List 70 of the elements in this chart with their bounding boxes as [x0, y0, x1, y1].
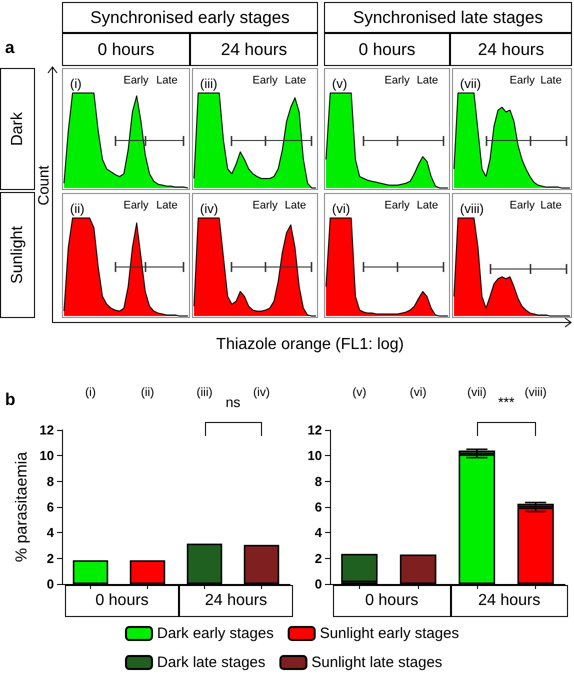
bar: [341, 554, 378, 582]
y-axis-title: % parasitaemia: [14, 452, 30, 562]
legend-label: Dark late stages: [157, 654, 266, 671]
text: Early: [252, 200, 278, 212]
text: Late: [540, 200, 562, 212]
text: 0 hours: [333, 585, 450, 617]
x-tick-label: (vi): [410, 385, 426, 399]
text: Thiazole orange (FL1: log): [216, 336, 404, 354]
y-tick-label: 4: [314, 525, 323, 540]
y-tick-label: 8: [46, 474, 54, 489]
x-tick-label: (iv): [253, 385, 270, 399]
legend-label: Sunlight early stages: [320, 625, 459, 642]
text: Count: [36, 164, 52, 206]
text: 24 hours: [478, 40, 544, 60]
chart-title: (vii): [460, 76, 481, 91]
y-tick-label: 10: [308, 448, 322, 464]
text: Late: [156, 74, 178, 86]
text: Late: [284, 200, 306, 212]
legend-label: Sunlight late stages: [311, 654, 442, 671]
y-tick-label: 0: [46, 576, 54, 592]
text: 0 hours: [98, 40, 154, 60]
text: Early: [123, 200, 150, 212]
text: Late: [416, 200, 438, 212]
text: Early: [384, 200, 410, 212]
text: Early: [252, 74, 278, 86]
text: Late: [284, 74, 306, 86]
chart-title: (iii): [200, 76, 218, 91]
text: Late: [156, 200, 178, 212]
y-tick-label: 2: [46, 550, 54, 566]
y-tick-label: 10: [40, 448, 54, 464]
text: a: [5, 38, 14, 58]
y-tick-label: 6: [46, 500, 54, 514]
chart-title: b: [5, 390, 16, 410]
text: 24 hours: [179, 585, 293, 617]
y-tick-label: 2: [314, 550, 322, 566]
text: Synchronised early stages: [90, 8, 290, 28]
y-tick-label: 6: [314, 500, 322, 514]
text: Sunlight: [8, 226, 26, 284]
text: Dark: [8, 112, 26, 146]
x-tick-label: (iii): [196, 385, 212, 399]
text: 24 hours: [450, 585, 568, 617]
text: Early: [510, 200, 536, 212]
text: Late: [540, 74, 562, 86]
chart-title: (viii): [460, 201, 484, 216]
x-tick-label: (viii): [524, 385, 547, 399]
y-tick-label: 0: [314, 576, 322, 592]
text: ***: [498, 394, 514, 410]
text: 24 hours: [220, 40, 288, 60]
legend-label: Dark early stages: [157, 625, 274, 642]
x-tick-label: (i): [85, 385, 96, 399]
y-tick-label: 8: [314, 474, 322, 489]
chart-title: (ii): [70, 201, 84, 216]
text: 0 hours: [65, 585, 179, 617]
text: ns: [226, 394, 240, 410]
y-tick-label: 4: [46, 525, 55, 540]
chart-title: (vi): [332, 201, 350, 216]
chart-title: (v): [332, 76, 348, 91]
text: Early: [384, 74, 410, 86]
text: Early: [123, 74, 150, 86]
chart-title: (i): [70, 76, 82, 91]
x-tick-label: (vii): [467, 385, 487, 399]
y-tick-label: 12: [308, 422, 322, 438]
text: Synchronised late stages: [353, 8, 543, 28]
x-tick-label: (v): [352, 385, 366, 399]
x-tick-label: (ii): [140, 385, 154, 399]
text: Late: [416, 74, 438, 86]
y-tick-label: 12: [40, 422, 54, 438]
text: 0 hours: [358, 40, 416, 60]
text: Early: [510, 74, 536, 86]
chart-title: (iv): [200, 201, 218, 216]
